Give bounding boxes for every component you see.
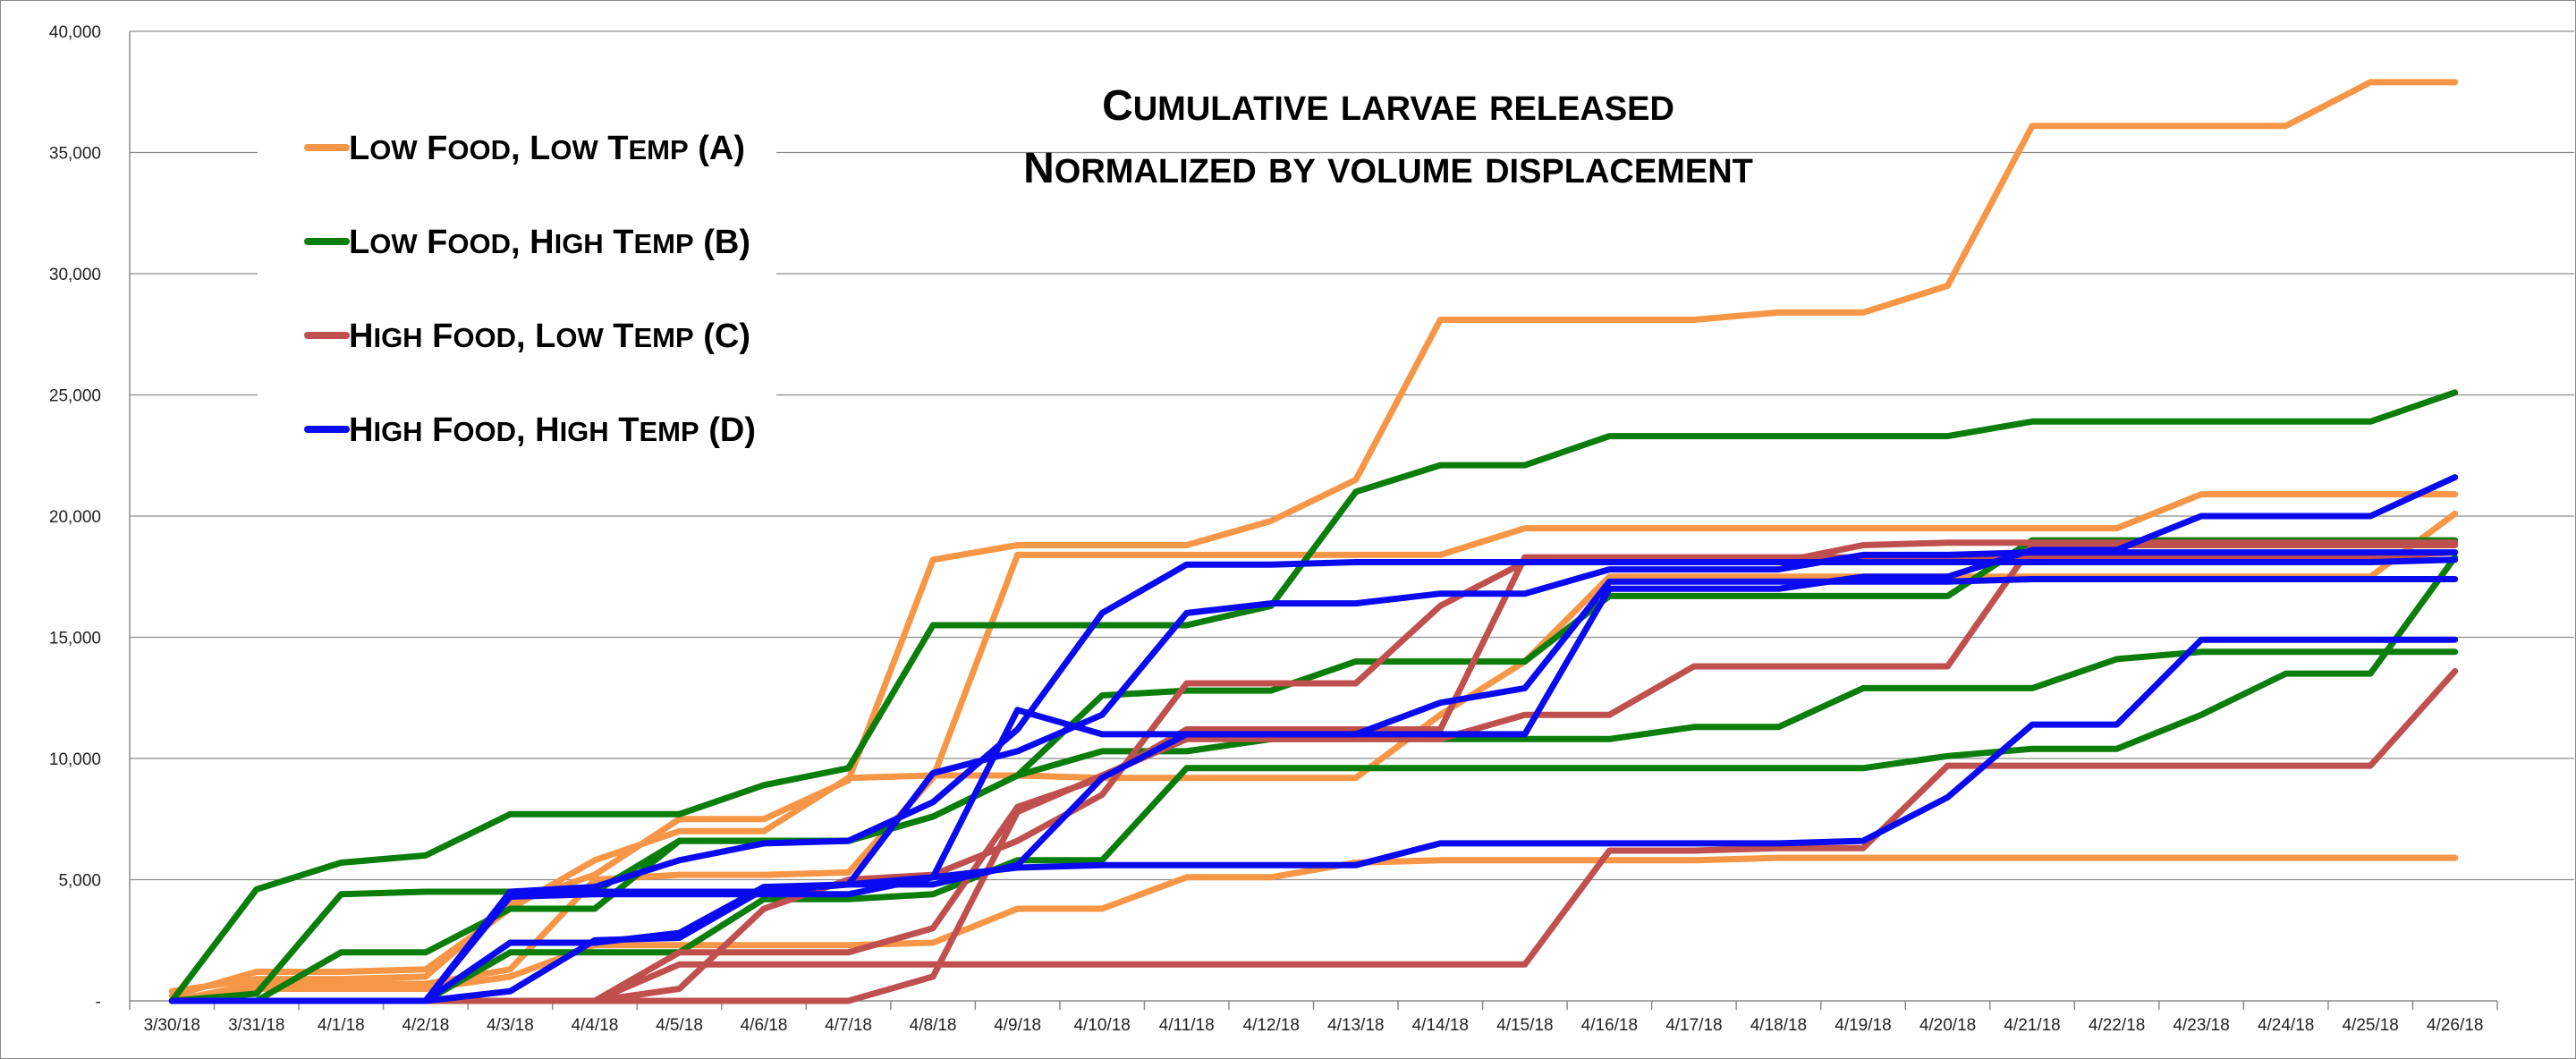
legend: LOW FOOD, LOW TEMP (A) LOW FOOD, HIGH TEM… xyxy=(304,130,756,449)
legend-box xyxy=(258,116,776,456)
series-line-D xyxy=(168,474,2459,1004)
x-tick-label: 4/22/18 xyxy=(2089,1016,2145,1035)
y-tick-label: 30,000 xyxy=(49,266,101,284)
legend-background xyxy=(258,116,776,456)
x-tick-label: 3/31/18 xyxy=(228,1016,284,1035)
x-tick-label: 4/9/18 xyxy=(994,1016,1041,1035)
chart-title-line-2: NORMALIZED BY VOLUME DISPLACEMENT xyxy=(1023,145,1753,192)
y-tick-label: 20,000 xyxy=(49,508,101,527)
x-tick-label: 4/11/18 xyxy=(1159,1016,1215,1035)
x-tick-label: 4/6/18 xyxy=(741,1016,788,1035)
legend-label-B: LOW FOOD, HIGH TEMP (B) xyxy=(349,224,750,261)
x-tick-label: 4/25/18 xyxy=(2342,1016,2398,1035)
x-tick-label: 4/10/18 xyxy=(1073,1016,1130,1035)
x-tick-label: 4/4/18 xyxy=(572,1016,619,1035)
series-line-C xyxy=(168,549,2459,1004)
x-tick-label: 4/3/18 xyxy=(487,1016,534,1035)
legend-label-D: HIGH FOOD, HIGH TEMP (D) xyxy=(349,411,756,449)
y-tick-label: 10,000 xyxy=(49,750,101,769)
x-tick-label: 4/13/18 xyxy=(1327,1016,1384,1035)
x-tick-label: 4/12/18 xyxy=(1243,1016,1300,1035)
y-tick-label: 25,000 xyxy=(49,387,101,406)
x-tick-label: 4/15/18 xyxy=(1496,1016,1553,1035)
y-tick-label: 35,000 xyxy=(49,145,101,164)
y-tick-label: 40,000 xyxy=(49,23,101,42)
y-tick-labels: - 5,000 10,000 15,000 20,000 25,000 30,000 35,0… xyxy=(49,23,101,1012)
x-tick-label: 4/23/18 xyxy=(2173,1016,2229,1035)
series-line-A xyxy=(168,510,2459,1000)
chart-title: CUMULATIVE LARVAE RELEASED NORMALIZED BY… xyxy=(1023,82,1753,192)
series-line-B xyxy=(168,389,2459,1004)
series-lines xyxy=(168,79,2459,1004)
x-tick-label: 3/30/18 xyxy=(144,1016,200,1035)
series-line-B xyxy=(168,554,2459,1004)
x-tick-label: 4/14/18 xyxy=(1412,1016,1469,1035)
x-tick-label: 4/5/18 xyxy=(656,1016,703,1035)
series-line-A xyxy=(168,854,2459,1004)
x-tick-label: 4/7/18 xyxy=(825,1016,872,1035)
x-tick-label: 4/1/18 xyxy=(318,1016,365,1035)
y-tick-label: - xyxy=(96,993,101,1012)
y-tick-label: 15,000 xyxy=(49,630,101,648)
series-line-A xyxy=(168,491,2459,1004)
legend-label-C: HIGH FOOD, LOW TEMP (C) xyxy=(349,318,750,355)
x-tick-label: 4/17/18 xyxy=(1665,1016,1722,1035)
x-tick-label: 4/19/18 xyxy=(1835,1016,1891,1035)
series-line-C xyxy=(168,539,2459,1004)
chart-title-line-1: CUMULATIVE LARVAE RELEASED xyxy=(1102,82,1674,130)
legend-label-A: LOW FOOD, LOW TEMP (A) xyxy=(349,130,745,167)
series-line-D xyxy=(168,636,2459,1004)
series-line-C xyxy=(168,542,2459,1004)
x-tick-label: 4/18/18 xyxy=(1750,1016,1807,1035)
x-tick-label: 4/21/18 xyxy=(2004,1016,2060,1035)
x-tick-labels: 3/30/18 3/31/18 4/1/18 4/2/18 4/3/18 4/4/18 4/… xyxy=(144,1016,2484,1035)
x-tick-label: 4/16/18 xyxy=(1581,1016,1638,1035)
x-tick-label: 4/26/18 xyxy=(2427,1016,2483,1035)
series-line-B xyxy=(168,648,2459,1004)
x-tick-label: 4/24/18 xyxy=(2258,1016,2314,1035)
x-tick-label: 4/20/18 xyxy=(1919,1016,1976,1035)
y-tick-label: 5,000 xyxy=(58,872,101,891)
x-tick-label: 4/2/18 xyxy=(402,1016,449,1035)
series-line-D xyxy=(168,576,2459,1004)
x-tick-label: 4/8/18 xyxy=(910,1016,957,1035)
